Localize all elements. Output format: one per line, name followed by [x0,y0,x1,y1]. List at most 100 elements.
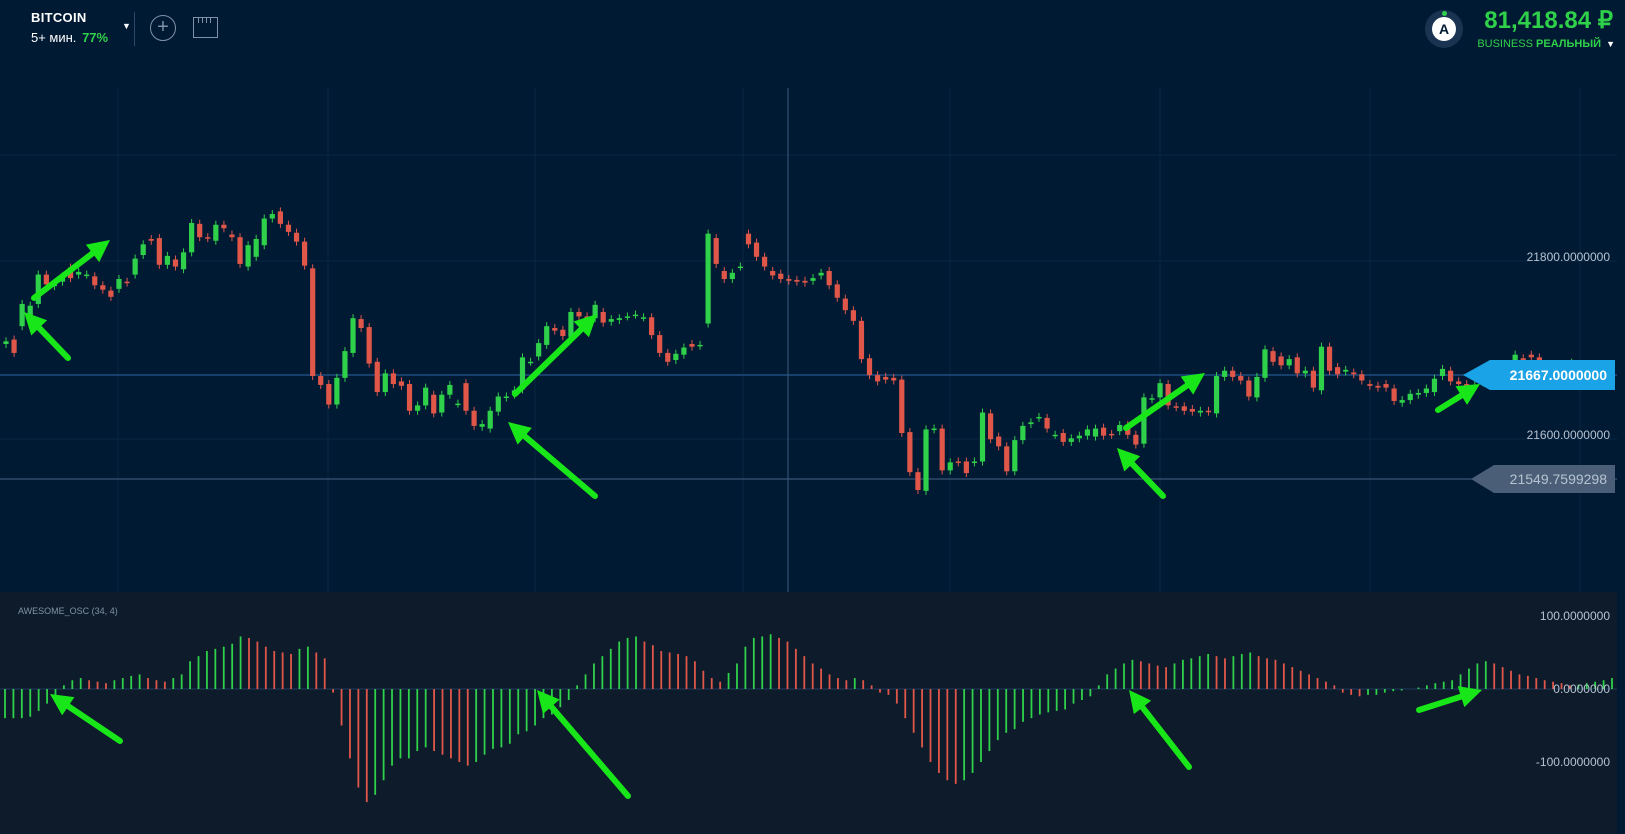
candle-body [818,272,824,276]
candle-body [527,361,534,364]
candle-body [673,353,679,361]
candle-body [778,273,784,280]
candle-body [616,318,622,320]
candle-body [3,341,9,344]
expiry-label: 5+ мин. [31,30,77,45]
arrow-icon [1416,692,1468,713]
candle-body [1222,370,1228,377]
caret-down-icon: ▼ [1606,39,1615,49]
candle-body [552,327,558,331]
arrow-head-icon [50,694,75,716]
annotation-arrows [24,240,1482,799]
candle-body [705,233,711,324]
candle-body [197,223,203,238]
candle-body [27,305,33,320]
candle-body [487,410,493,429]
candle-body [1189,408,1195,412]
candle-body [253,238,259,257]
candle-body [689,344,695,347]
candle-body [657,335,663,353]
candle-body [1246,380,1252,397]
candle-body [1028,422,1034,425]
candle-body [1367,384,1373,386]
candle-body [834,284,840,298]
candle-body [310,268,316,377]
candle-body [1528,354,1534,358]
candle-body [753,242,760,257]
candle-body [1149,398,1155,400]
candle-body [261,218,267,246]
arrow-icon [1123,380,1194,431]
arrow-head-icon [1129,690,1152,715]
asset-selector[interactable]: BITCOIN 5+ мин. 77% [31,10,108,45]
account-mode: РЕАЛЬНЫЙ [1536,38,1602,50]
candle-body [915,472,921,490]
candle-body [406,384,413,411]
account-type-selector[interactable]: BUSINESS РЕАЛЬНЫЙ ▼ [1477,38,1615,50]
candle-body [1351,372,1357,375]
arrow-head-icon [1457,686,1482,708]
asset-details: 5+ мин. 77% [31,30,108,45]
candle-body [35,274,41,304]
candle-body [245,245,251,267]
candle-body [1270,351,1276,362]
arrow-head-icon [1455,384,1480,405]
arrow-icon [545,700,631,799]
reference-price-tag: 21549.7599298 [1471,465,1615,493]
candle-body [1447,370,1454,382]
candle-body [1407,393,1413,401]
candle-body [1262,349,1268,378]
account-balance[interactable]: 81,418.84 ₽ [1484,7,1613,34]
arrow-icon [31,247,99,301]
candle-body [883,376,889,380]
divider [134,12,135,46]
candle-body [858,320,865,360]
candle-body [939,428,945,471]
oscillator-bars [4,634,1613,803]
candle-body [850,310,856,321]
candle-body [1020,425,1026,441]
candle-body [802,280,808,283]
candle-body [810,278,816,281]
ruler-icon[interactable] [193,17,218,38]
candle-body [931,428,937,431]
reference-price-value: 21549.7599298 [1510,471,1608,487]
oscillator-axis-label: -100.0000000 [1536,755,1610,769]
candle-body [11,339,17,353]
candle-body [544,326,550,345]
candle-body [560,329,566,336]
avatar[interactable]: A [1425,10,1463,48]
candle-body [576,311,582,317]
candle-body [786,279,792,281]
candle-body [302,241,308,266]
candle-body [842,298,848,311]
candle-body [293,232,300,242]
plus-circle-icon[interactable]: + [150,15,176,41]
candle-body [366,327,372,364]
candle-body [1238,376,1244,381]
candle-body [762,256,768,267]
candle-body [503,396,509,399]
candle-body [1076,435,1082,439]
asset-name: BITCOIN [31,10,87,25]
candle-body [326,384,332,405]
candle-body [76,271,82,275]
candle-body [923,429,929,491]
arrow-head-icon [1117,448,1141,472]
candle-body [1318,346,1325,391]
candle-body [398,381,405,386]
candle-body [899,379,905,433]
oscillator-panel [0,592,1617,834]
current-price-tag: 21667.0000000 [1463,360,1615,390]
caret-down-icon[interactable]: ▼ [122,21,131,31]
candle-body [463,383,469,411]
candle-body [447,384,453,395]
candle-body [963,461,969,474]
candle-body [495,396,501,412]
candle-body [874,375,881,382]
candle-body [84,274,90,277]
arrow-head-icon [573,314,597,338]
candle-body [1456,381,1462,385]
candle-body [116,279,122,289]
